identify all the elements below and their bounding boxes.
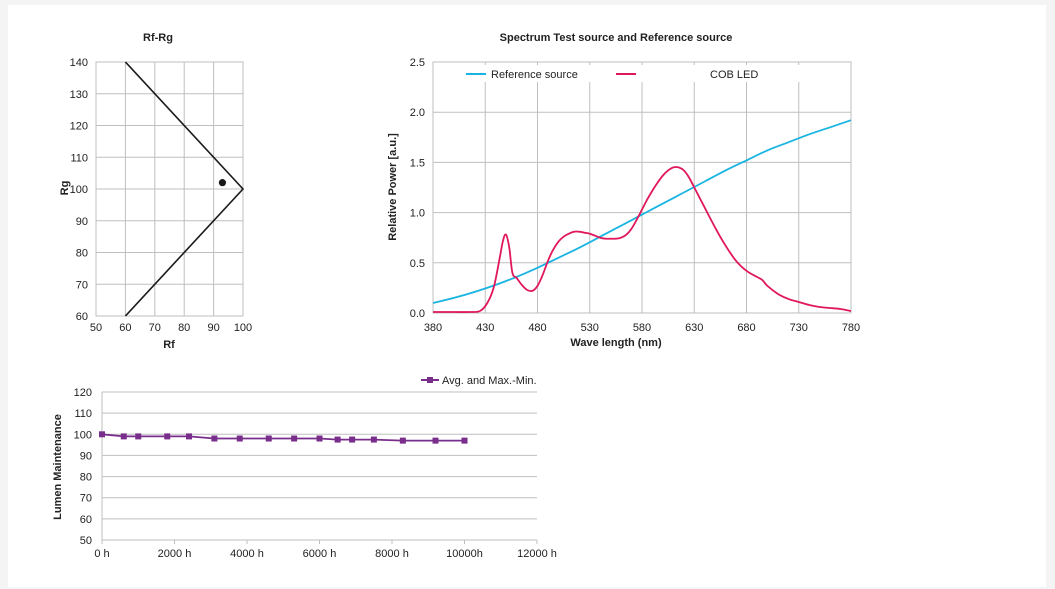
spectrum-x-tick-label: 680 [737, 322, 755, 334]
lumen-data-point [135, 433, 142, 440]
lumen-y-ticks: 50 60 70 80 90 100 110 120 [74, 387, 92, 547]
spectrum-y-tick-label: 0.5 [410, 258, 425, 270]
rf-rg-y-tick-label: 130 [70, 89, 88, 101]
spectrum-title: Spectrum Test source and Reference sourc… [500, 32, 733, 44]
lumen-x-tick-label: 10000h [446, 548, 483, 560]
spectrum-x-tick-label: 530 [581, 322, 599, 334]
rf-rg-y-tick-label: 120 [70, 121, 88, 133]
spectrum-legend: Reference source COB LED [462, 65, 809, 82]
lumen-y-label: Lumen Maintenance [52, 414, 64, 520]
rf-rg-marks [124, 61, 245, 317]
lumen-x-tick-label: 6000 h [303, 548, 337, 560]
lumen-data-point [334, 436, 341, 443]
spectrum-y-tick-label: 1.0 [410, 208, 425, 220]
spectrum-x-label: Wave length (nm) [570, 337, 662, 349]
spectrum-x-tick-label: 730 [790, 322, 808, 334]
lumen-data-point [265, 435, 272, 442]
lumen-data-point [164, 433, 171, 440]
legend-lumen-marker [427, 377, 433, 383]
rf-rg-y-label: Rg [59, 181, 71, 196]
lumen-x-tick-label: 8000 h [375, 548, 409, 560]
spectrum-x-tick-label: 430 [476, 322, 494, 334]
lumen-x-ticks: 0 h 2000 h 4000 h 6000 h 8000 h 10000h 12000 h [94, 548, 557, 560]
lumen-data-point [120, 433, 127, 440]
lumen-x-tick-label: 2000 h [158, 548, 192, 560]
rf-rg-x-tick-label: 80 [178, 322, 190, 334]
rf-rg-x-tick-label: 60 [119, 322, 131, 334]
lumen-x-tick-label: 12000 h [517, 548, 557, 560]
spectrum-y-ticks: 0.0 0.5 1.0 1.5 2.0 2.5 [410, 57, 425, 320]
lumen-y-tick-label: 120 [74, 387, 92, 399]
lumen-y-tick-label: 60 [80, 514, 92, 526]
legend-lumen-label: Avg. and Max.-Min. [442, 375, 537, 387]
lumen-data-point [370, 436, 377, 443]
lumen-y-tick-label: 90 [80, 450, 92, 462]
lumen-x-tick-label: 4000 h [230, 548, 264, 560]
spectrum-x-tick-label: 580 [633, 322, 651, 334]
rf-rg-grid [95, 61, 244, 317]
spectrum-cob-line [432, 166, 852, 313]
rf-rg-x-tick-label: 50 [90, 322, 102, 334]
legend-cob-label: COB LED [710, 69, 758, 81]
lumen-data-point [432, 437, 439, 444]
rf-rg-x-ticks: 50 60 70 80 90 100 [90, 322, 252, 334]
rf-rg-x-tick-label: 90 [207, 322, 219, 334]
legend-reference-label: Reference source [491, 69, 578, 81]
rf-rg-y-ticks: 60 70 80 90 100 110 120 130 140 [70, 57, 88, 323]
spectrum-x-tick-label: 380 [424, 322, 442, 334]
rf-rg-x-tick-label: 100 [234, 322, 252, 334]
rf-rg-y-tick-label: 100 [70, 184, 88, 196]
spectrum-x-tick-label: 630 [685, 322, 703, 334]
lumen-series-line [101, 433, 465, 442]
lumen-chart: 50 60 70 80 90 100 110 120 0 h 2000 h 4000 h 6000 … [52, 375, 557, 560]
spectrum-y-label: Relative Power [a.u.] [387, 133, 399, 241]
lumen-y-tick-label: 70 [80, 493, 92, 505]
spectrum-x-tick-label: 480 [528, 322, 546, 334]
lumen-y-tick-label: 100 [74, 429, 92, 441]
rf-rg-y-tick-label: 60 [76, 311, 88, 323]
lumen-marks [99, 431, 468, 444]
lumen-data-point [461, 437, 468, 444]
spectrum-y-tick-label: 2.0 [410, 107, 425, 119]
lumen-data-point [291, 435, 298, 442]
spectrum-reference-line [432, 119, 852, 304]
lumen-data-point [349, 436, 356, 443]
rf-rg-y-tick-label: 80 [76, 248, 88, 260]
lumen-data-point [186, 433, 192, 440]
spectrum-x-ticks: 380 430 480 530 580 630 680 730 780 [424, 322, 860, 334]
lumen-y-tick-label: 50 [80, 535, 92, 547]
lumen-y-tick-label: 110 [74, 408, 92, 420]
content-panel [8, 5, 1046, 587]
lumen-legend: Avg. and Max.-Min. [421, 375, 537, 387]
spectrum-y-tick-label: 0.0 [410, 308, 425, 320]
rf-rg-y-tick-label: 140 [70, 57, 88, 69]
spectrum-y-tick-label: 2.5 [410, 57, 425, 69]
lumen-x-tick-label: 0 h [94, 548, 109, 560]
lumen-data-point [236, 435, 243, 442]
spectrum-y-tick-label: 1.5 [410, 157, 425, 169]
rf-rg-y-tick-label: 70 [76, 279, 88, 291]
rf-rg-y-tick-label: 110 [70, 152, 88, 164]
lumen-y-tick-label: 80 [80, 472, 92, 484]
lumen-data-point [211, 435, 218, 442]
rf-rg-x-tick-label: 70 [149, 322, 161, 334]
lumen-data-point [316, 435, 323, 442]
rf-rg-title: Rf-Rg [143, 32, 173, 44]
lumen-grid [101, 391, 538, 544]
rf-rg-boundary-line [124, 61, 245, 317]
rf-rg-y-tick-label: 90 [76, 216, 88, 228]
lumen-data-point [399, 437, 406, 444]
spectrum-x-tick-label: 780 [842, 322, 860, 334]
rf-rg-x-label: Rf [163, 339, 175, 351]
lumen-data-point [99, 431, 105, 438]
rf-rg-data-point [218, 179, 227, 187]
spectrum-chart: Spectrum Test source and Reference sourc… [387, 32, 860, 349]
spectrum-marks [432, 119, 852, 313]
